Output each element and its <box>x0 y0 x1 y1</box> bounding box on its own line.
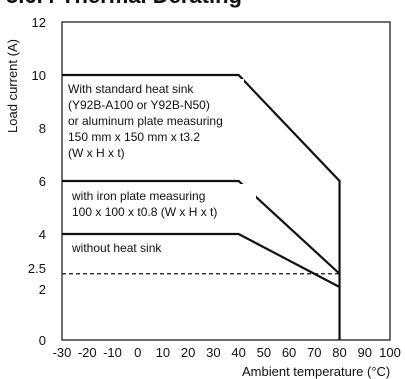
annotation-standard-line: or aluminum plate measuring <box>68 114 223 128</box>
y-tick-label: 4 <box>39 227 46 242</box>
x-tick-label: 0 <box>134 345 141 360</box>
annotation-standard-line: (Y92B-A100 or Y92B-N50) <box>68 98 210 112</box>
x-axis-title: Ambient temperature (°C) <box>242 364 390 379</box>
x-tick-label: 60 <box>282 345 296 360</box>
x-tick-label: -30 <box>53 345 72 360</box>
x-tick-label: -20 <box>78 345 97 360</box>
y-tick-label: 8 <box>39 121 46 136</box>
annotation-standard-line: (W x H x t) <box>68 146 125 160</box>
y-axis-title: Load current (A) <box>5 39 20 133</box>
section-header-fragment: 3.6.4 Thermal Derating <box>6 0 242 8</box>
annotation-bg-none <box>64 236 194 258</box>
y-tick-label: 2 <box>39 282 46 297</box>
annotation-bg-iron <box>64 184 256 222</box>
x-tick-label: 100 <box>379 345 401 360</box>
y-tick-label: 0 <box>39 333 46 348</box>
iron-plate-curve <box>62 179 341 275</box>
x-tick-label: -10 <box>103 345 122 360</box>
x-tick-label: 40 <box>231 345 245 360</box>
y-tick-label: 12 <box>32 15 46 30</box>
annotation-iron-line: with iron plate measuring <box>71 189 205 203</box>
x-tick-label: 80 <box>332 345 346 360</box>
standard-heat-sink-curve <box>62 73 341 340</box>
annotation-none-line: without heat sink <box>71 241 162 255</box>
x-tick-label: 90 <box>358 345 372 360</box>
x-tick-label: 10 <box>156 345 170 360</box>
x-tick-label: 20 <box>181 345 195 360</box>
y-tick-label: 6 <box>39 174 46 189</box>
x-tick-label: 70 <box>307 345 321 360</box>
y-tick-label: 10 <box>32 68 46 83</box>
x-tick-label: 30 <box>206 345 220 360</box>
no-heat-sink-curve <box>62 232 341 288</box>
y-tick-label: 2.5 <box>28 261 46 276</box>
x-tick-label: 50 <box>257 345 271 360</box>
annotation-standard-line: With standard heat sink <box>68 82 194 96</box>
annotation-standard-line: 150 mm x 150 mm x t3.2 <box>68 130 200 144</box>
annotation-iron-line: 100 x 100 x t0.8 (W x H x t) <box>72 205 217 219</box>
annotation-bg-standard <box>64 79 244 167</box>
